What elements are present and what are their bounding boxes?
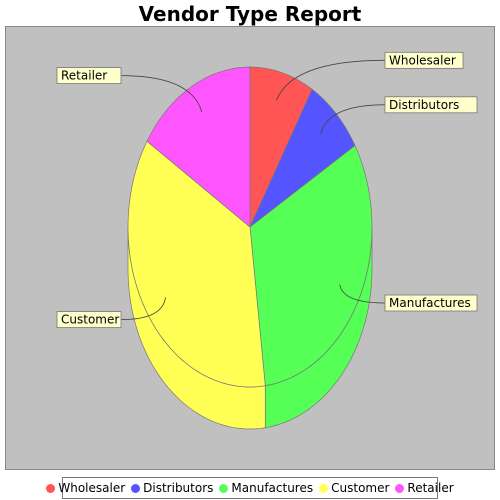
slice-labels: Wholesaler Distributors Manufactures Custom…	[56, 51, 478, 328]
slice-label-box-manufactures	[384, 294, 478, 312]
legend-item-manufactures: Manufactures	[219, 481, 313, 495]
leader-line-manufactures	[339, 284, 386, 304]
chart-title: Vendor Type Report	[138, 2, 362, 26]
legend-label: Distributors	[143, 481, 214, 495]
slice-label-customer: Customer	[61, 313, 119, 327]
leader-line-distributors	[320, 104, 386, 135]
slice-label-box-customer	[56, 311, 122, 328]
legend-label: Manufactures	[231, 481, 314, 495]
slice-label-wholesaler: Wholesaler	[389, 53, 456, 67]
legend-label: Customer	[331, 481, 390, 495]
legend-swatch-icon	[131, 483, 141, 493]
legend-item-distributors: Distributors	[131, 481, 213, 495]
leader-line-retailer	[120, 75, 203, 113]
pie-slice-manufactures	[249, 144, 373, 387]
slice-label-distributors: Distributors	[389, 98, 459, 112]
slice-label-retailer: Retailer	[61, 69, 107, 83]
legend-swatch-icon	[319, 483, 329, 493]
legend-swatch-icon	[46, 483, 56, 493]
slice-label-box-retailer	[56, 67, 122, 84]
legend-swatch-icon	[219, 483, 229, 493]
pie-slice-wholesaler	[249, 66, 313, 228]
legend-label: Wholesaler	[58, 481, 126, 495]
legend-label: Retailer	[407, 481, 454, 495]
pie-slice-retailer	[146, 66, 251, 228]
legend-swatch-icon	[395, 483, 405, 493]
legend-item-retailer: Retailer	[395, 481, 454, 495]
legend-item-customer: Customer	[319, 481, 389, 495]
leader-line-wholesaler	[276, 59, 386, 101]
slice-label-box-wholesaler	[384, 51, 464, 69]
slice-label-box-distributors	[384, 96, 478, 114]
legend-item-wholesaler: Wholesaler	[46, 481, 125, 495]
leader-line-customer	[120, 297, 166, 320]
slice-label-manufactures: Manufactures	[389, 296, 471, 310]
legend: Wholesaler Distributors Manufactures Custom…	[46, 477, 454, 499]
pie-slices	[127, 66, 373, 388]
pie-slice-customer	[127, 140, 266, 388]
